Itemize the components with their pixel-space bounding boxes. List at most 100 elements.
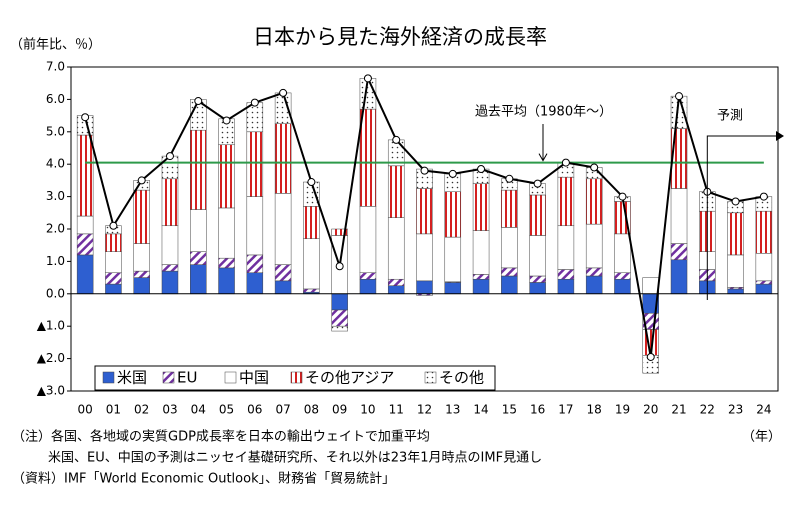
legend-swatch	[424, 371, 437, 384]
bar-segment	[190, 251, 207, 265]
bar-segment	[190, 264, 207, 295]
x-tick-label: 20	[643, 403, 658, 417]
bar-segment	[218, 207, 235, 259]
line-marker	[194, 97, 203, 106]
line-marker	[759, 192, 768, 201]
bar-segment	[755, 210, 773, 254]
bar-segment	[501, 227, 518, 269]
y-tick-label: 7.0	[46, 60, 65, 74]
bar-segment	[190, 129, 207, 210]
y-tick-label: 5.0	[46, 124, 65, 138]
bar-segment	[727, 288, 744, 295]
x-tick-label: 05	[219, 403, 234, 417]
bar-segment	[444, 191, 462, 238]
bar-segment	[585, 223, 603, 269]
x-tick-label: 17	[558, 403, 573, 417]
bar-segment	[331, 325, 348, 332]
bar-segment	[303, 238, 320, 290]
bar-segment	[76, 134, 94, 217]
legend-label: 中国	[239, 369, 269, 387]
legend-swatch	[102, 371, 115, 384]
line-marker	[618, 192, 627, 201]
x-tick-label: 19	[615, 403, 630, 417]
y-tick-label: 6.0	[46, 92, 65, 106]
bar-segment	[105, 251, 122, 273]
bar-segment	[529, 235, 546, 277]
bar-segment	[105, 272, 122, 285]
legend-label: その他アジア	[305, 369, 394, 387]
bar-segment	[161, 225, 179, 265]
x-tick-label: 09	[332, 403, 347, 417]
bar-segment	[416, 188, 433, 235]
x-axis-label: （年）	[742, 430, 781, 445]
bar-segment	[670, 259, 688, 295]
bar-segment	[472, 274, 490, 280]
bar-segment	[444, 236, 462, 283]
x-tick-label: 00	[77, 403, 92, 417]
y-tick-label: ▲1.0	[37, 319, 65, 333]
x-tick-label: 11	[389, 403, 404, 417]
note: （資料）IMF「World Economic Outlook」、財務省「貿易統計…	[12, 471, 395, 487]
bar-segment	[557, 176, 575, 227]
y-tick-label: 2.0	[46, 222, 65, 236]
legend-swatch	[290, 371, 303, 384]
line-marker	[675, 92, 684, 101]
bar-segment	[218, 144, 235, 209]
bar-segment	[755, 253, 773, 282]
reference-arrowhead	[538, 153, 548, 162]
x-tick-label: 15	[502, 403, 517, 417]
line-marker	[250, 98, 259, 107]
bar-segment	[76, 254, 94, 295]
line-marker	[505, 174, 514, 183]
bar-segment	[133, 243, 150, 272]
line-marker	[646, 352, 655, 361]
x-tick-label: 18	[587, 403, 602, 417]
bar-segment	[585, 275, 603, 295]
legend-swatch	[162, 371, 175, 384]
y-tick-label: ▲3.0	[37, 384, 65, 398]
line-marker	[222, 116, 231, 125]
bar-segment	[274, 123, 292, 194]
line-marker	[731, 197, 740, 206]
bar-segment	[670, 188, 688, 244]
legend-swatch	[224, 371, 237, 384]
bar-segment	[472, 183, 490, 231]
bar-segment	[529, 194, 546, 236]
y-tick-label: 0.0	[46, 286, 65, 300]
note: （注）各国、各地域の実質GDP成長率を日本の輸出ウェイトで加重平均	[12, 429, 430, 445]
chart-title: 日本から見た海外経済の成長率	[253, 25, 547, 49]
bar-segment	[133, 189, 150, 244]
bar-segment	[76, 233, 94, 256]
x-tick-label: 01	[106, 403, 121, 417]
bar-segment	[585, 178, 603, 225]
bar-segment	[387, 278, 405, 286]
bar-segment	[218, 257, 235, 269]
line-marker	[137, 176, 146, 185]
x-tick-label: 22	[700, 403, 715, 417]
line-marker	[420, 166, 429, 175]
bar-segment	[161, 264, 179, 272]
x-tick-label: 13	[445, 403, 460, 417]
line-marker	[533, 179, 542, 188]
forecast-arrowhead	[776, 131, 784, 141]
reference-label: 過去平均（1980年～）	[475, 105, 612, 120]
x-tick-label: 12	[417, 403, 432, 417]
bar-segment	[76, 215, 94, 235]
bar-segment	[501, 275, 518, 295]
line-marker	[448, 169, 457, 178]
bar-segment	[359, 206, 377, 273]
bar-segment	[755, 283, 773, 295]
line-marker	[279, 88, 288, 97]
bar-segment	[501, 189, 518, 228]
bar-segment	[557, 269, 575, 280]
legend-label: その他	[439, 369, 484, 387]
bar-segment	[218, 267, 235, 295]
line-marker	[165, 152, 174, 161]
bar-segment	[246, 131, 264, 197]
bar-segment	[359, 108, 377, 207]
bar-segment	[387, 285, 405, 295]
x-tick-label: 23	[728, 403, 743, 417]
bar-segment	[755, 280, 773, 285]
bar-segment	[133, 277, 150, 295]
